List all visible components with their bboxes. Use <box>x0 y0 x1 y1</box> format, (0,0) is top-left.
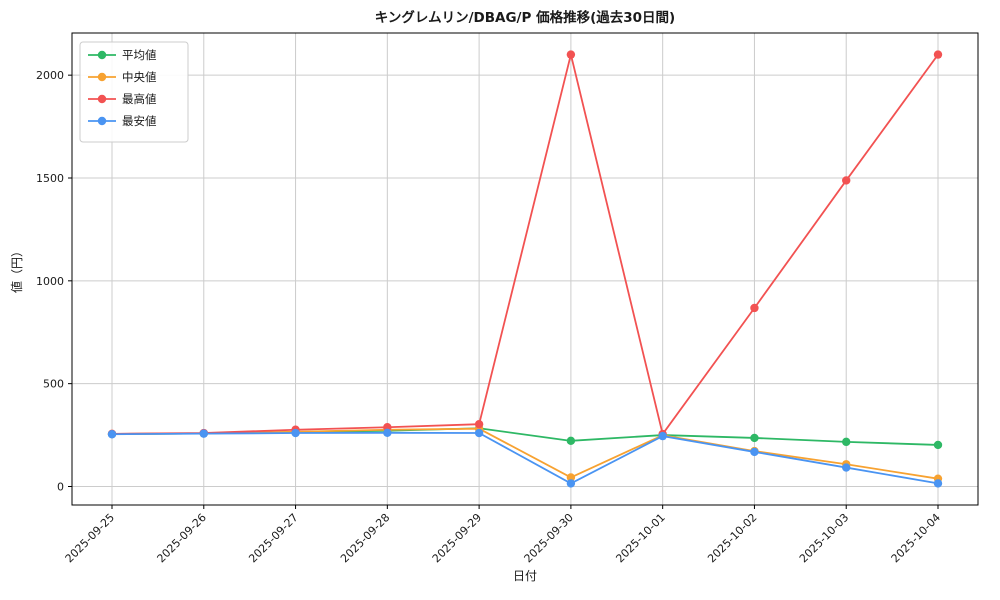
grid <box>72 33 978 505</box>
series-marker-min <box>750 447 759 457</box>
legend-item-median: 中央値 <box>88 70 157 84</box>
legend-marker <box>97 72 107 82</box>
series-marker-min <box>383 428 392 438</box>
legend-marker <box>97 50 107 60</box>
legend-label: 最高値 <box>122 92 157 106</box>
series-marker-median <box>566 473 576 482</box>
legend-label: 平均値 <box>122 48 157 62</box>
y-tick-label: 500 <box>43 378 64 391</box>
x-tick-label: 2025-09-29 <box>430 511 484 565</box>
series-marker-average <box>750 433 759 443</box>
series-marker-min <box>199 429 208 438</box>
y-axis-label: 値（円） <box>9 245 24 293</box>
series-marker-average <box>566 436 576 446</box>
series-marker-min <box>658 431 667 441</box>
series-marker-average <box>842 437 851 447</box>
series-marker-min <box>566 479 576 488</box>
series-line-average <box>111 427 939 446</box>
series-marker-min <box>842 463 851 472</box>
series-line-max <box>111 53 939 435</box>
series-marker-average <box>933 440 943 450</box>
series-marker-max <box>566 50 576 59</box>
plot-border <box>71 32 979 506</box>
series-marker-max <box>933 50 943 59</box>
series-marker-min <box>107 430 117 439</box>
series-marker-max <box>474 419 484 429</box>
legend-marker <box>97 94 107 104</box>
series-marker-min <box>291 428 300 438</box>
x-tick-label: 2025-09-25 <box>63 511 117 565</box>
legend-marker <box>97 116 107 126</box>
x-tick-label: 2025-09-28 <box>338 511 392 565</box>
x-tick-label: 2025-10-02 <box>705 511 759 565</box>
series-marker-min <box>474 428 484 438</box>
y-tick-label: 1500 <box>36 172 64 185</box>
series-marker-max <box>842 176 851 185</box>
legend-item-min: 最安値 <box>88 114 157 128</box>
x-axis-label: 日付 <box>513 569 537 583</box>
y-tick-label: 1000 <box>36 275 64 288</box>
legend-label: 中央値 <box>122 70 157 84</box>
x-tick-label: 2025-09-27 <box>246 511 300 565</box>
series-line-median <box>111 427 939 480</box>
x-tick-label: 2025-10-04 <box>889 511 943 565</box>
legend-item-average: 平均値 <box>88 48 157 62</box>
x-tick-label: 2025-09-30 <box>522 511 576 565</box>
y-tick-label: 2000 <box>36 69 64 82</box>
legend-item-max: 最高値 <box>88 92 157 106</box>
chart-title: キングレムリン/DBAG/P 価格推移(過去30日間) <box>375 9 675 26</box>
series-line-min <box>111 431 939 485</box>
legend-box <box>79 41 189 143</box>
series-marker-min <box>933 479 943 488</box>
legend-label: 最安値 <box>122 114 157 128</box>
x-tick-label: 2025-09-26 <box>154 511 208 565</box>
x-tick-label: 2025-10-03 <box>797 511 851 565</box>
series-marker-max <box>750 303 759 313</box>
x-tick-label: 2025-10-01 <box>613 511 667 565</box>
y-tick-label: 0 <box>57 480 64 493</box>
